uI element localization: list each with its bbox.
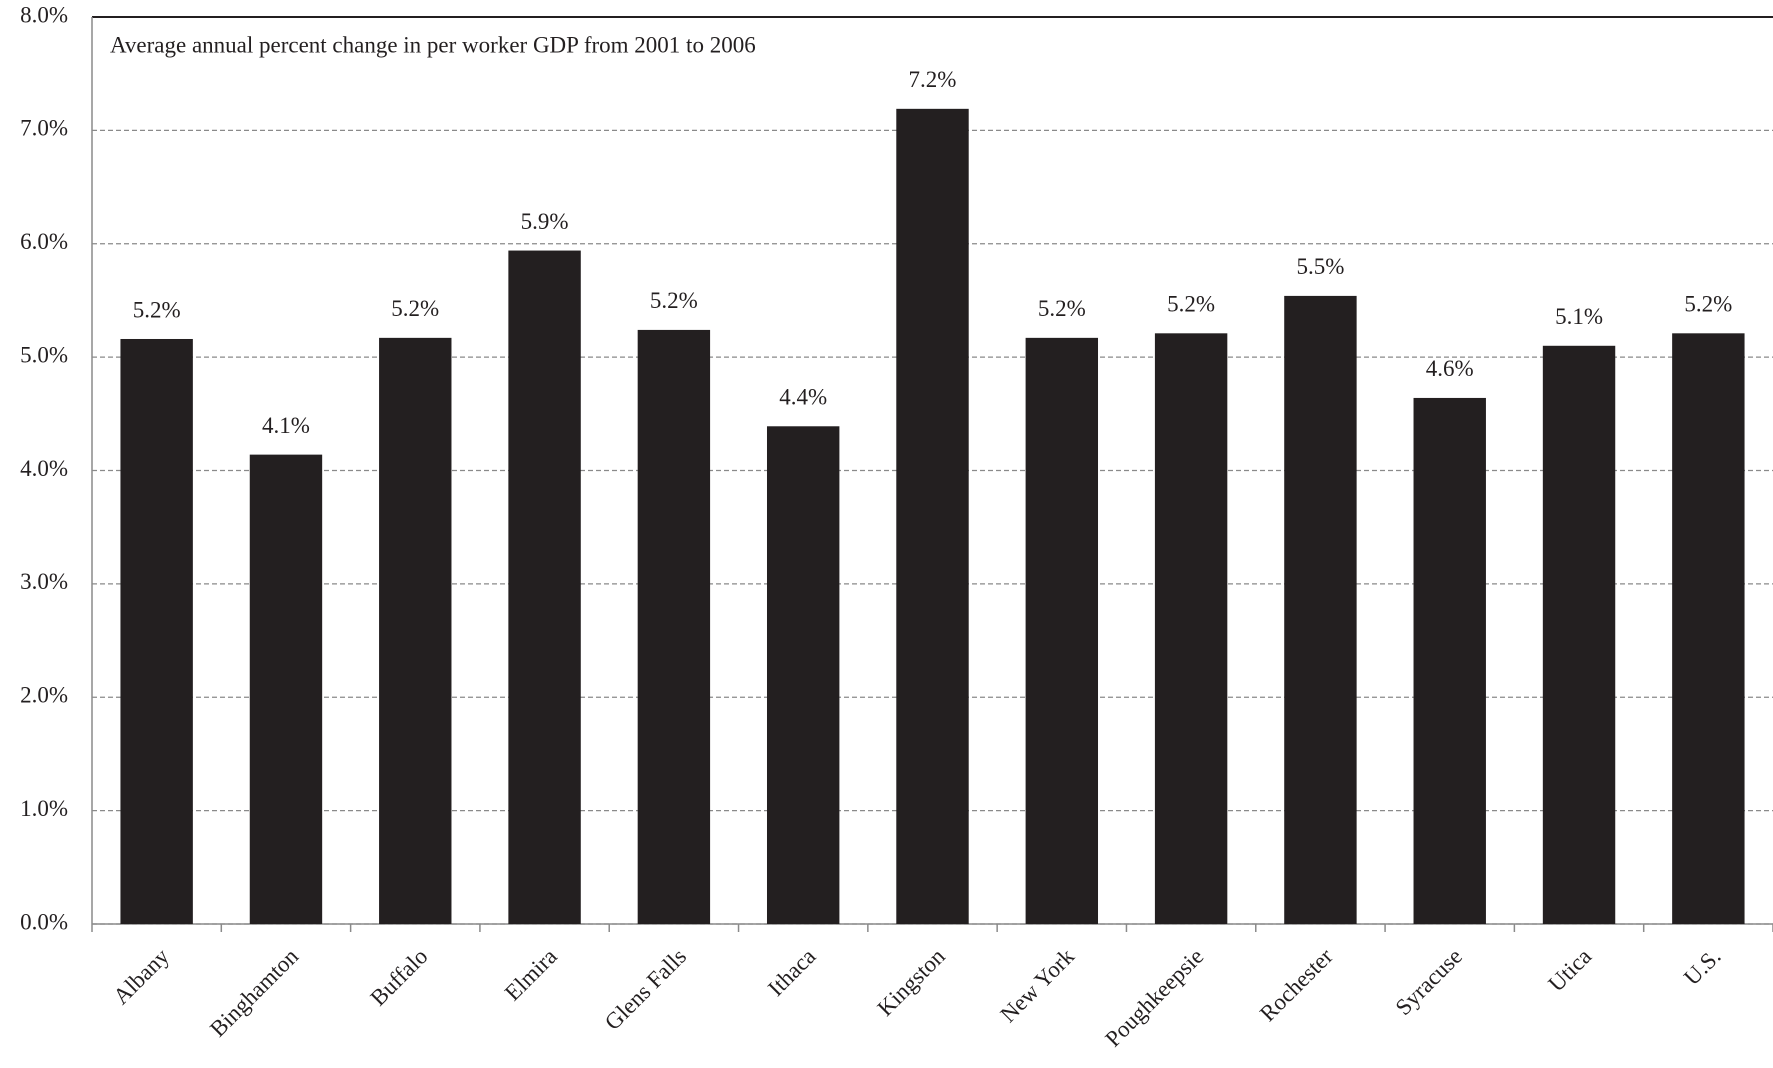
value-label: 5.2% <box>1167 292 1215 317</box>
y-tick-label: 0.0% <box>20 909 68 934</box>
value-label: 5.2% <box>391 296 439 321</box>
bar <box>120 338 193 924</box>
bar <box>1542 345 1616 925</box>
x-tick-label: Poughkeepsie <box>1100 944 1208 1052</box>
bar <box>249 454 323 924</box>
value-label: 4.6% <box>1426 356 1474 381</box>
chart-title: Average annual percent change in per wor… <box>110 32 756 57</box>
bar <box>766 426 840 924</box>
bar <box>1284 295 1357 925</box>
x-tick-label: Glens Falls <box>600 944 691 1035</box>
bar <box>1672 333 1745 924</box>
y-tick-label: 6.0% <box>20 229 68 254</box>
bar <box>1413 397 1486 924</box>
bar <box>896 108 969 925</box>
y-tick-label: 4.0% <box>20 456 68 481</box>
x-tick-label: Albany <box>108 943 174 1009</box>
x-tick-label: Elmira <box>500 944 562 1006</box>
value-label: 5.1% <box>1555 304 1603 329</box>
value-label: 5.9% <box>521 209 569 234</box>
x-tick-label: Buffalo <box>365 944 432 1011</box>
x-tick-label: Utica <box>1543 944 1596 997</box>
x-tick-label: U.S. <box>1679 944 1726 991</box>
y-tick-label: 3.0% <box>20 569 68 594</box>
value-label: 4.4% <box>779 385 827 410</box>
value-label: 5.2% <box>1684 292 1732 317</box>
x-tick-label: New York <box>995 943 1079 1027</box>
x-tick-label: Ithaca <box>763 944 820 1001</box>
x-tick-label: Rochester <box>1255 943 1338 1026</box>
value-label: 4.1% <box>262 413 310 438</box>
value-label: 5.5% <box>1296 254 1344 279</box>
bar <box>1025 337 1099 924</box>
x-tick-label: Binghamton <box>205 943 303 1041</box>
y-tick-label: 2.0% <box>20 683 68 708</box>
y-tick-label: 7.0% <box>20 116 68 141</box>
value-label: 5.2% <box>133 297 181 322</box>
bar <box>379 337 452 924</box>
y-tick-label: 1.0% <box>20 796 68 821</box>
y-tick-label: 5.0% <box>20 342 68 367</box>
x-tick-label: Syracuse <box>1391 944 1467 1020</box>
bar <box>637 329 711 924</box>
y-tick-label: 8.0% <box>20 2 68 27</box>
value-label: 5.2% <box>650 288 698 313</box>
x-tick-label: Kingston <box>872 943 950 1021</box>
bar <box>508 250 581 925</box>
value-label: 7.2% <box>909 67 957 92</box>
value-label: 5.2% <box>1038 296 1086 321</box>
bar <box>1154 333 1228 924</box>
